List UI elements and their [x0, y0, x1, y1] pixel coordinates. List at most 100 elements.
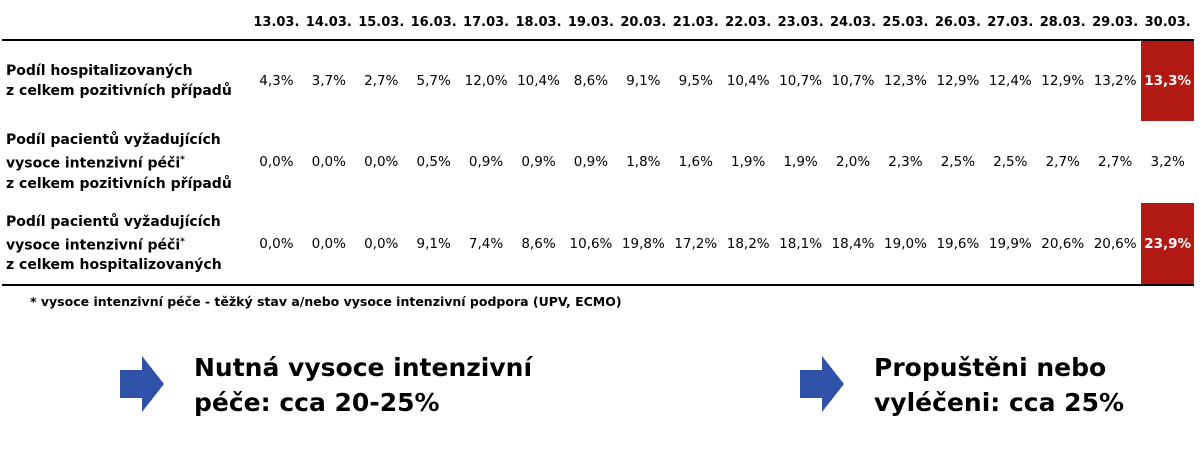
- table-row: Podíl pacientů vyžadujících vysoce intenz…: [2, 121, 1194, 203]
- value-cell: 20,6%: [1088, 203, 1142, 286]
- value-cell: 13,2%: [1093, 73, 1137, 89]
- statistics-table: 13.03. 14.03. 15.03. 16.03. 17.03. 18.03. 19.0…: [2, 6, 1194, 286]
- value-cell: 12,3%: [884, 73, 927, 89]
- value-cell: 2,5%: [940, 154, 976, 170]
- value-cell: 4,3%: [259, 73, 294, 89]
- row-label-line: Podíl hospitalizovaných: [6, 63, 193, 79]
- header-corner: [2, 6, 251, 41]
- table-row: Podíl pacientů vyžadujících vysoce intenz…: [2, 203, 1194, 286]
- callout-line: péče: cca 20-25%: [194, 388, 440, 417]
- value-cell: 2,7%: [1097, 154, 1133, 170]
- value-cell: 18,4%: [826, 203, 880, 286]
- value-cell: 19,9%: [984, 203, 1037, 286]
- footnote: * vysoce intenzivní péče - těžký stav a/…: [30, 294, 622, 309]
- date-header: 26.03.: [931, 6, 985, 41]
- value-cell: 17,2%: [669, 203, 722, 286]
- value-cell: 3,2%: [1150, 154, 1185, 170]
- value-cell: 10,7%: [831, 73, 875, 89]
- value-cell: 2,5%: [993, 154, 1028, 170]
- table-row: Podíl hospitalizovaných z celkem pozitivn…: [2, 40, 1194, 121]
- value-cell: 0,9%: [521, 154, 556, 170]
- callout-intensive-care-text: Nutná vysoce intenzivní péče: cca 20-25%: [194, 350, 532, 420]
- row-label-line: z celkem hospitalizovaných: [6, 257, 222, 274]
- date-header: 30.03.: [1141, 6, 1194, 41]
- footnote-marker: *: [180, 155, 185, 166]
- date-header: 13.03.: [250, 6, 303, 41]
- row-label: Podíl hospitalizovaných z celkem pozitivn…: [2, 40, 250, 121]
- highlighted-value-cell: 13,3%: [1141, 40, 1194, 121]
- value-cell: 2,7%: [1045, 154, 1080, 170]
- callout-intensive-care: Nutná vysoce intenzivní péče: cca 20-25%: [120, 350, 532, 420]
- value-cell: 7,4%: [459, 203, 513, 286]
- value-cell: 19,0%: [879, 203, 932, 286]
- row-label-line: vysoce intenzivní péči: [6, 237, 181, 254]
- callout-discharged-text: Propuštěni nebo vyléčeni: cca 25%: [874, 350, 1124, 420]
- value-cell: 2,0%: [835, 154, 871, 170]
- value-cell: 9,1%: [407, 203, 460, 286]
- date-header: 24.03.: [826, 6, 880, 41]
- value-cell: 10,4%: [517, 73, 560, 89]
- value-cell: 8,6%: [512, 203, 565, 286]
- date-header: 22.03.: [721, 6, 775, 41]
- callout-line: Nutná vysoce intenzivní: [194, 353, 533, 382]
- value-cell: 10,6%: [564, 203, 618, 286]
- value-cell: 19,6%: [931, 203, 985, 286]
- value-cell: 0,0%: [364, 154, 399, 170]
- right-arrow-icon: [800, 356, 844, 412]
- date-header: 28.03.: [1036, 6, 1089, 41]
- value-cell: 3,7%: [311, 73, 346, 89]
- value-cell: 1,9%: [731, 154, 766, 170]
- callout-line: Propuštěni nebo: [874, 353, 1107, 382]
- value-cell: 0,0%: [259, 154, 294, 170]
- value-cell: 20,6%: [1036, 203, 1089, 286]
- value-cell: 9,1%: [626, 73, 661, 89]
- row-label-line: Podíl pacientů vyžadujících: [6, 132, 221, 149]
- value-cell: 2,7%: [364, 73, 399, 89]
- callout-line: vyléčeni: cca 25%: [874, 388, 1125, 417]
- callout-discharged: Propuštěni nebo vyléčeni: cca 25%: [800, 350, 1124, 420]
- row-label-line: Podíl pacientů vyžadujících: [6, 213, 221, 230]
- value-cell: 5,7%: [416, 73, 451, 89]
- date-header: 16.03.: [407, 6, 460, 41]
- date-header: 17.03.: [459, 6, 513, 41]
- date-header: 15.03.: [355, 6, 408, 41]
- value-cell: 0,0%: [311, 154, 346, 170]
- row-label-line: z celkem pozitivních případů: [6, 83, 232, 99]
- value-cell: 19,8%: [617, 203, 670, 286]
- value-cell: 12,9%: [1041, 73, 1085, 89]
- date-header: 19.03.: [564, 6, 618, 41]
- date-header: 29.03.: [1088, 6, 1142, 41]
- value-cell: 0,0%: [250, 203, 303, 286]
- value-cell: 10,7%: [779, 73, 823, 89]
- right-arrow-icon: [120, 356, 164, 412]
- value-cell: 0,5%: [416, 154, 451, 170]
- row-label: Podíl pacientů vyžadujících vysoce intenz…: [2, 121, 250, 203]
- value-cell: 0,9%: [573, 154, 609, 170]
- footnote-marker: *: [180, 236, 185, 247]
- value-cell: 12,9%: [936, 73, 980, 89]
- row-label-line: z celkem pozitivních případů: [6, 175, 232, 192]
- date-header: 14.03.: [302, 6, 356, 41]
- value-cell: 12,4%: [988, 73, 1032, 89]
- value-cell: 1,9%: [783, 154, 818, 170]
- value-cell: 8,6%: [573, 73, 609, 89]
- highlighted-value-cell: 23,9%: [1141, 203, 1194, 286]
- date-header-row: 13.03. 14.03. 15.03. 16.03. 17.03. 18.03. 19.0…: [2, 6, 1194, 41]
- value-cell: 0,0%: [355, 203, 408, 286]
- row-label: Podíl pacientů vyžadujících vysoce intenz…: [2, 203, 251, 286]
- row-label-line: vysoce intenzivní péči: [6, 155, 181, 172]
- value-cell: 12,0%: [464, 73, 508, 89]
- date-header: 18.03.: [512, 6, 565, 41]
- date-header: 25.03.: [879, 6, 932, 41]
- date-header: 21.03.: [669, 6, 722, 41]
- value-cell: 0,0%: [302, 203, 356, 286]
- value-cell: 1,8%: [626, 154, 661, 170]
- date-header: 20.03.: [617, 6, 670, 41]
- date-header: 27.03.: [984, 6, 1037, 41]
- value-cell: 2,3%: [888, 154, 923, 170]
- value-cell: 18,1%: [774, 203, 827, 286]
- value-cell: 0,9%: [468, 154, 504, 170]
- value-cell: 18,2%: [721, 203, 775, 286]
- value-cell: 10,4%: [726, 73, 770, 89]
- value-cell: 9,5%: [678, 73, 713, 89]
